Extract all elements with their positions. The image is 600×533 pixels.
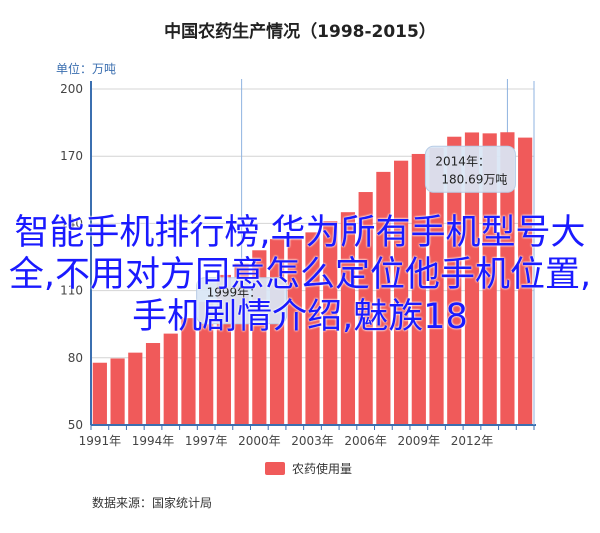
bar[interactable] [394, 160, 409, 425]
chart-title: 中国农药生产情况（1998-2015） [164, 21, 436, 42]
bar[interactable] [110, 358, 125, 425]
bar[interactable] [181, 318, 196, 425]
tooltip-year: 1999年： [207, 286, 262, 300]
tooltip: 1999年： [196, 277, 288, 325]
bar[interactable] [500, 132, 515, 425]
axes [90, 81, 536, 426]
bar[interactable] [252, 250, 267, 425]
legend-swatch [265, 462, 285, 475]
tooltip-box [196, 277, 288, 325]
legend-label: 农药使用量 [292, 461, 352, 476]
bar[interactable] [163, 333, 178, 425]
tooltip: 2014年： 180.69万吨 [424, 145, 516, 193]
x-tick-label: 2003年 [291, 434, 334, 448]
x-axis-ticks: 1991年 1994年 1997年 2000年 2003年 2006年 2009年 2012年 [79, 425, 535, 448]
x-tick-label: 1997年 [185, 434, 228, 448]
y-tick-label: 50 [68, 418, 83, 432]
bar[interactable] [464, 132, 480, 425]
bar[interactable] [145, 343, 161, 425]
bar[interactable] [358, 192, 373, 425]
bar[interactable] [128, 352, 143, 425]
tooltip-year: 2014年： [435, 154, 490, 168]
bar[interactable] [518, 137, 533, 425]
x-tick-label: 1991年 [79, 434, 122, 448]
data-source: 数据来源：国家统计局 [92, 495, 212, 510]
x-tick-label: 2009年 [398, 434, 441, 448]
y-axis-ticks: 50 80 110 140 170 200 [60, 82, 83, 432]
tooltip-box [424, 145, 516, 193]
y-tick-label: 110 [60, 284, 83, 298]
bar[interactable] [199, 301, 214, 425]
bar[interactable] [482, 133, 497, 426]
bar[interactable] [287, 239, 302, 425]
tooltips: 1999年： 2014年： 180.69万吨 [196, 145, 516, 325]
legend[interactable]: 农药使用量 [265, 461, 352, 476]
y-tick-label: 200 [60, 82, 83, 96]
x-tick-label: 2006年 [344, 434, 387, 448]
y-tick-label: 80 [68, 351, 83, 365]
bars[interactable] [92, 132, 533, 426]
bar[interactable] [269, 239, 285, 425]
x-tick-label: 2000年 [238, 434, 281, 448]
y-tick-label: 170 [60, 149, 83, 163]
bar[interactable] [305, 232, 320, 425]
bar[interactable] [92, 362, 107, 425]
bar[interactable] [411, 153, 426, 425]
bar[interactable] [429, 147, 444, 426]
x-tick-label: 2012年 [451, 434, 494, 448]
x-tick-label: 1994年 [132, 434, 175, 448]
bar[interactable] [340, 212, 356, 425]
bar[interactable] [447, 136, 462, 425]
bar[interactable] [376, 171, 391, 425]
unit-label: 单位：万吨 [56, 61, 116, 76]
y-tick-label: 140 [60, 216, 83, 230]
tooltip-value: 180.69万吨 [441, 172, 507, 186]
bar[interactable] [323, 221, 338, 425]
